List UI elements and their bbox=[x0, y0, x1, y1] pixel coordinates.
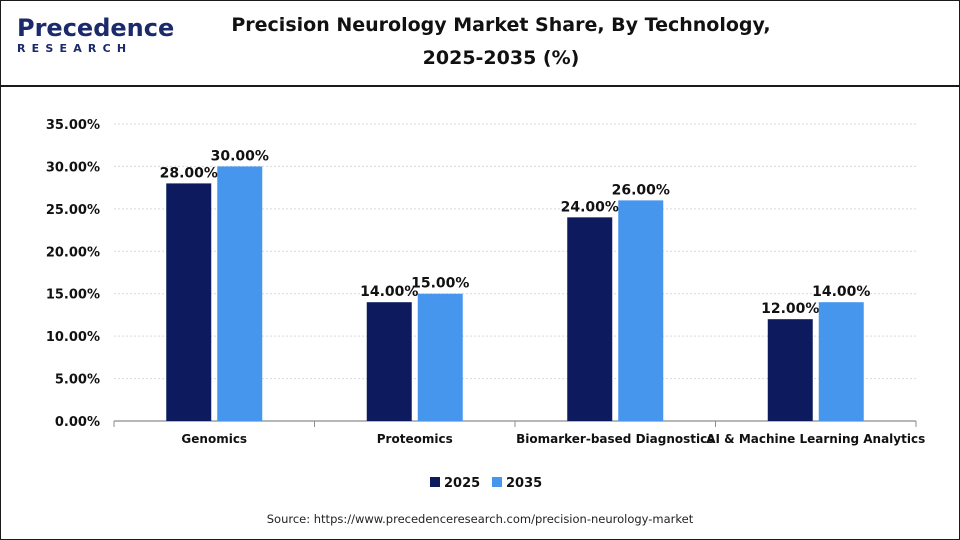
y-tick-label: 5.00% bbox=[55, 373, 100, 388]
y-tick-label: 30.00% bbox=[46, 160, 100, 175]
x-category-label: Biomarker-based Diagnostics bbox=[516, 432, 714, 446]
y-tick-label: 25.00% bbox=[46, 203, 100, 218]
logo-subtitle: RESEARCH bbox=[17, 42, 133, 55]
chart-title-line-2: 2025-2035 (%) bbox=[422, 47, 580, 69]
x-category-label: AI & Machine Learning Analytics bbox=[706, 432, 925, 446]
bar-2025 bbox=[166, 183, 212, 421]
header: Precedence RESEARCH Precision Neurology … bbox=[1, 1, 959, 87]
bar-2035 bbox=[217, 166, 263, 421]
bar-2035 bbox=[818, 302, 864, 421]
data-label: 14.00% bbox=[812, 284, 870, 300]
legend-label: 2025 bbox=[444, 476, 480, 491]
logo-wordmark: Precedence bbox=[17, 14, 175, 42]
y-tick-label: 15.00% bbox=[46, 288, 100, 303]
data-label: 30.00% bbox=[211, 148, 269, 164]
data-label: 24.00% bbox=[561, 199, 619, 215]
legend-label: 2035 bbox=[506, 476, 542, 491]
y-tick-label: 20.00% bbox=[46, 245, 100, 260]
data-label: 15.00% bbox=[411, 276, 469, 292]
bar-2025 bbox=[567, 217, 613, 421]
bar-2025 bbox=[366, 302, 412, 421]
y-tick-label: 0.00% bbox=[55, 415, 100, 430]
y-tick-label: 35.00% bbox=[46, 118, 100, 133]
chart-title: Precision Neurology Market Share, By Tec… bbox=[201, 9, 801, 75]
y-tick-label: 10.00% bbox=[46, 330, 100, 345]
x-category-label: Proteomics bbox=[377, 432, 453, 446]
bar-2035 bbox=[417, 293, 463, 421]
legend-swatch-2025 bbox=[430, 477, 440, 487]
bar-2025 bbox=[767, 319, 813, 421]
x-category-label: Genomics bbox=[181, 432, 247, 446]
chart-title-line-1: Precision Neurology Market Share, By Tec… bbox=[231, 14, 771, 36]
source-note: Source: https://www.precedenceresearch.c… bbox=[266, 512, 694, 526]
bar-2035 bbox=[618, 200, 664, 421]
data-label: 26.00% bbox=[612, 182, 670, 198]
data-label: 28.00% bbox=[160, 165, 218, 181]
brand-logo: Precedence RESEARCH bbox=[17, 14, 175, 71]
legend-swatch-2035 bbox=[492, 477, 502, 487]
data-label: 14.00% bbox=[360, 284, 418, 300]
data-label: 12.00% bbox=[761, 301, 819, 317]
